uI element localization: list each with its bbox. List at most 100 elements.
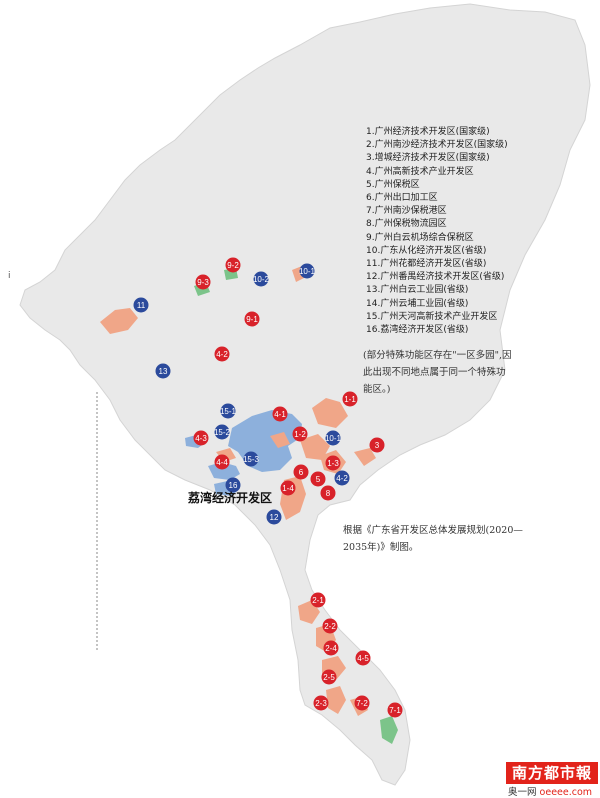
zone-marker-label: 16 [229,481,238,490]
zone-marker-4-2 [214,346,230,362]
legend-item: 8.广州保税物流园区 [366,219,447,230]
brand-subtitle: 奥一网 oeeee.com [508,784,592,798]
legend-list: 1.广州经济技术开发区(国家级) 2.广州南沙经济技术开发区(国家级) 3.增城… [366,126,596,337]
zone-marker-4-4 [214,454,230,470]
legend-item: 14.广州云埔工业园(省级) [366,298,469,309]
zone-marker-label: 10-1 [299,267,316,276]
zone-marker-1-1 [342,391,358,407]
zone-marker-11 [133,297,149,313]
legend-item: 1.广州经济技术开发区(国家级) [366,127,490,137]
zone-marker-label: 9-1 [246,315,258,324]
zone-marker-label: 12 [270,513,279,522]
zone-marker-label: 4-3 [195,434,207,443]
zone-marker-1-2 [292,426,308,442]
zone-marker-1-3 [325,455,341,471]
zone-marker-label: 15-1 [220,407,237,416]
zone-orange-3 [300,434,330,460]
zone-marker-label: 6 [299,468,304,477]
zone-marker-label: 4-5 [357,654,369,663]
zone-marker-label: 10-2 [253,275,270,284]
zone-marker-15-3 [243,451,259,467]
source-text: 根据《广东省开发区总体发展规划(2020—2035年)》制图。 [343,525,523,553]
zone-marker-15-2 [214,424,230,440]
zone-marker-label: 2-4 [325,644,337,653]
zone-marker-label: 4-2 [216,350,228,359]
zone-marker-4-1 [272,406,288,422]
zone-marker-4-3 [193,430,209,446]
zone-marker-10-1 [325,430,341,446]
zone-marker-label: 15-2 [214,428,231,437]
zone-orange-9 [216,448,236,462]
zone-marker-7-2 [354,695,370,711]
zone-marker-label: 1-2 [294,430,306,439]
zone-marker-4-2 [334,470,350,486]
legend-item: 11.广州花都经济开发区(省级) [366,259,487,270]
zone-marker-3 [369,437,385,453]
zone-marker-9-3 [195,274,211,290]
zone-marker-label: 13 [159,367,168,376]
zone-marker-7-1 [387,702,403,718]
zone-label: 荔湾经济开发区 [188,491,273,505]
zone-marker-label: 7-2 [356,699,368,708]
zone-orange-13 [326,686,346,714]
zone-marker-label: 11 [137,301,146,310]
zone-marker-4-5 [355,650,371,666]
zone-marker-label: 4-2 [336,474,348,483]
legend-item: 6.广州出口加工区 [366,193,438,204]
edge-mark: i [8,271,11,281]
zone-marker-label: 2-1 [312,596,324,605]
zone-marker-label: 1-1 [344,395,356,404]
zone-marker-label: 15-3 [243,455,260,464]
zone-marker-13 [155,363,171,379]
zone-marker-label: 1-4 [282,484,294,493]
zone-marker-10-2 [253,271,269,287]
zone-marker-label: 9-2 [227,261,239,270]
zone-orange-5 [354,448,376,466]
zone-marker-6 [293,464,309,480]
zone-marker-label: 10-1 [325,434,342,443]
legend-item: 9.广州白云机场综合保税区 [366,232,474,243]
zone-marker-12 [266,509,282,525]
zone-marker-label: 9-3 [197,278,209,287]
legend-item: 4.广州高新技术产业开发区 [366,166,474,177]
legend-item: 3.增城经济技术开发区(国家级) [366,153,490,164]
legend-item: 2.广州南沙经济技术开发区(国家级) [366,140,508,151]
legend-item: 7.广州南沙保税港区 [366,206,447,217]
zone-orange-1 [100,308,138,334]
zone-green-3 [380,716,398,744]
legend-item: 12.广州番禺经济技术开发区(省级) [366,272,505,283]
zone-orange-2 [312,398,348,428]
zone-marker-label: 2-2 [324,622,336,631]
legend-item: 10.广东从化经济开发区(省级) [366,245,487,256]
zone-orange-8 [270,432,290,448]
zone-marker-9-2 [225,257,241,273]
legend-item: 13.广州白云工业园(省级) [366,285,469,296]
brand-logo: 南方都市報 [506,762,598,784]
legend-item: 15.广州天河高新技术产业开发区 [366,311,498,322]
zone-marker-9-1 [244,311,260,327]
zone-marker-label: 8 [326,489,331,498]
zone-marker-label: 7-1 [389,706,401,715]
brand-sub-prefix: 奥一网 [508,787,537,798]
zone-marker-15-1 [220,403,236,419]
zone-marker-2-2 [322,618,338,634]
zone-marker-2-4 [323,640,339,656]
zone-marker-label: 5 [316,475,321,484]
city-outline [19,3,591,786]
zone-marker-label: 2-3 [315,699,327,708]
zone-marker-2-3 [313,695,329,711]
legend-item: 5.广州保税区 [366,179,420,190]
zone-marker-2-5 [321,669,337,685]
zone-marker-16 [225,477,241,493]
zone-marker-8 [320,485,336,501]
brand-sub-site: oeeee.com [539,787,593,798]
zone-marker-label: 4-1 [274,410,286,419]
zone-marker-5 [310,471,326,487]
legend-item: 16.荔湾经济开发区(省级) [366,325,469,336]
note-text: (部分特殊功能区存在"一区多园",因此出现不同地点属于同一个特殊功能区。) [363,350,512,395]
zone-marker-1-4 [280,480,296,496]
zone-marker-label: 3 [375,441,380,450]
zone-marker-label: 1-3 [327,459,339,468]
zone-marker-10-1 [299,263,315,279]
